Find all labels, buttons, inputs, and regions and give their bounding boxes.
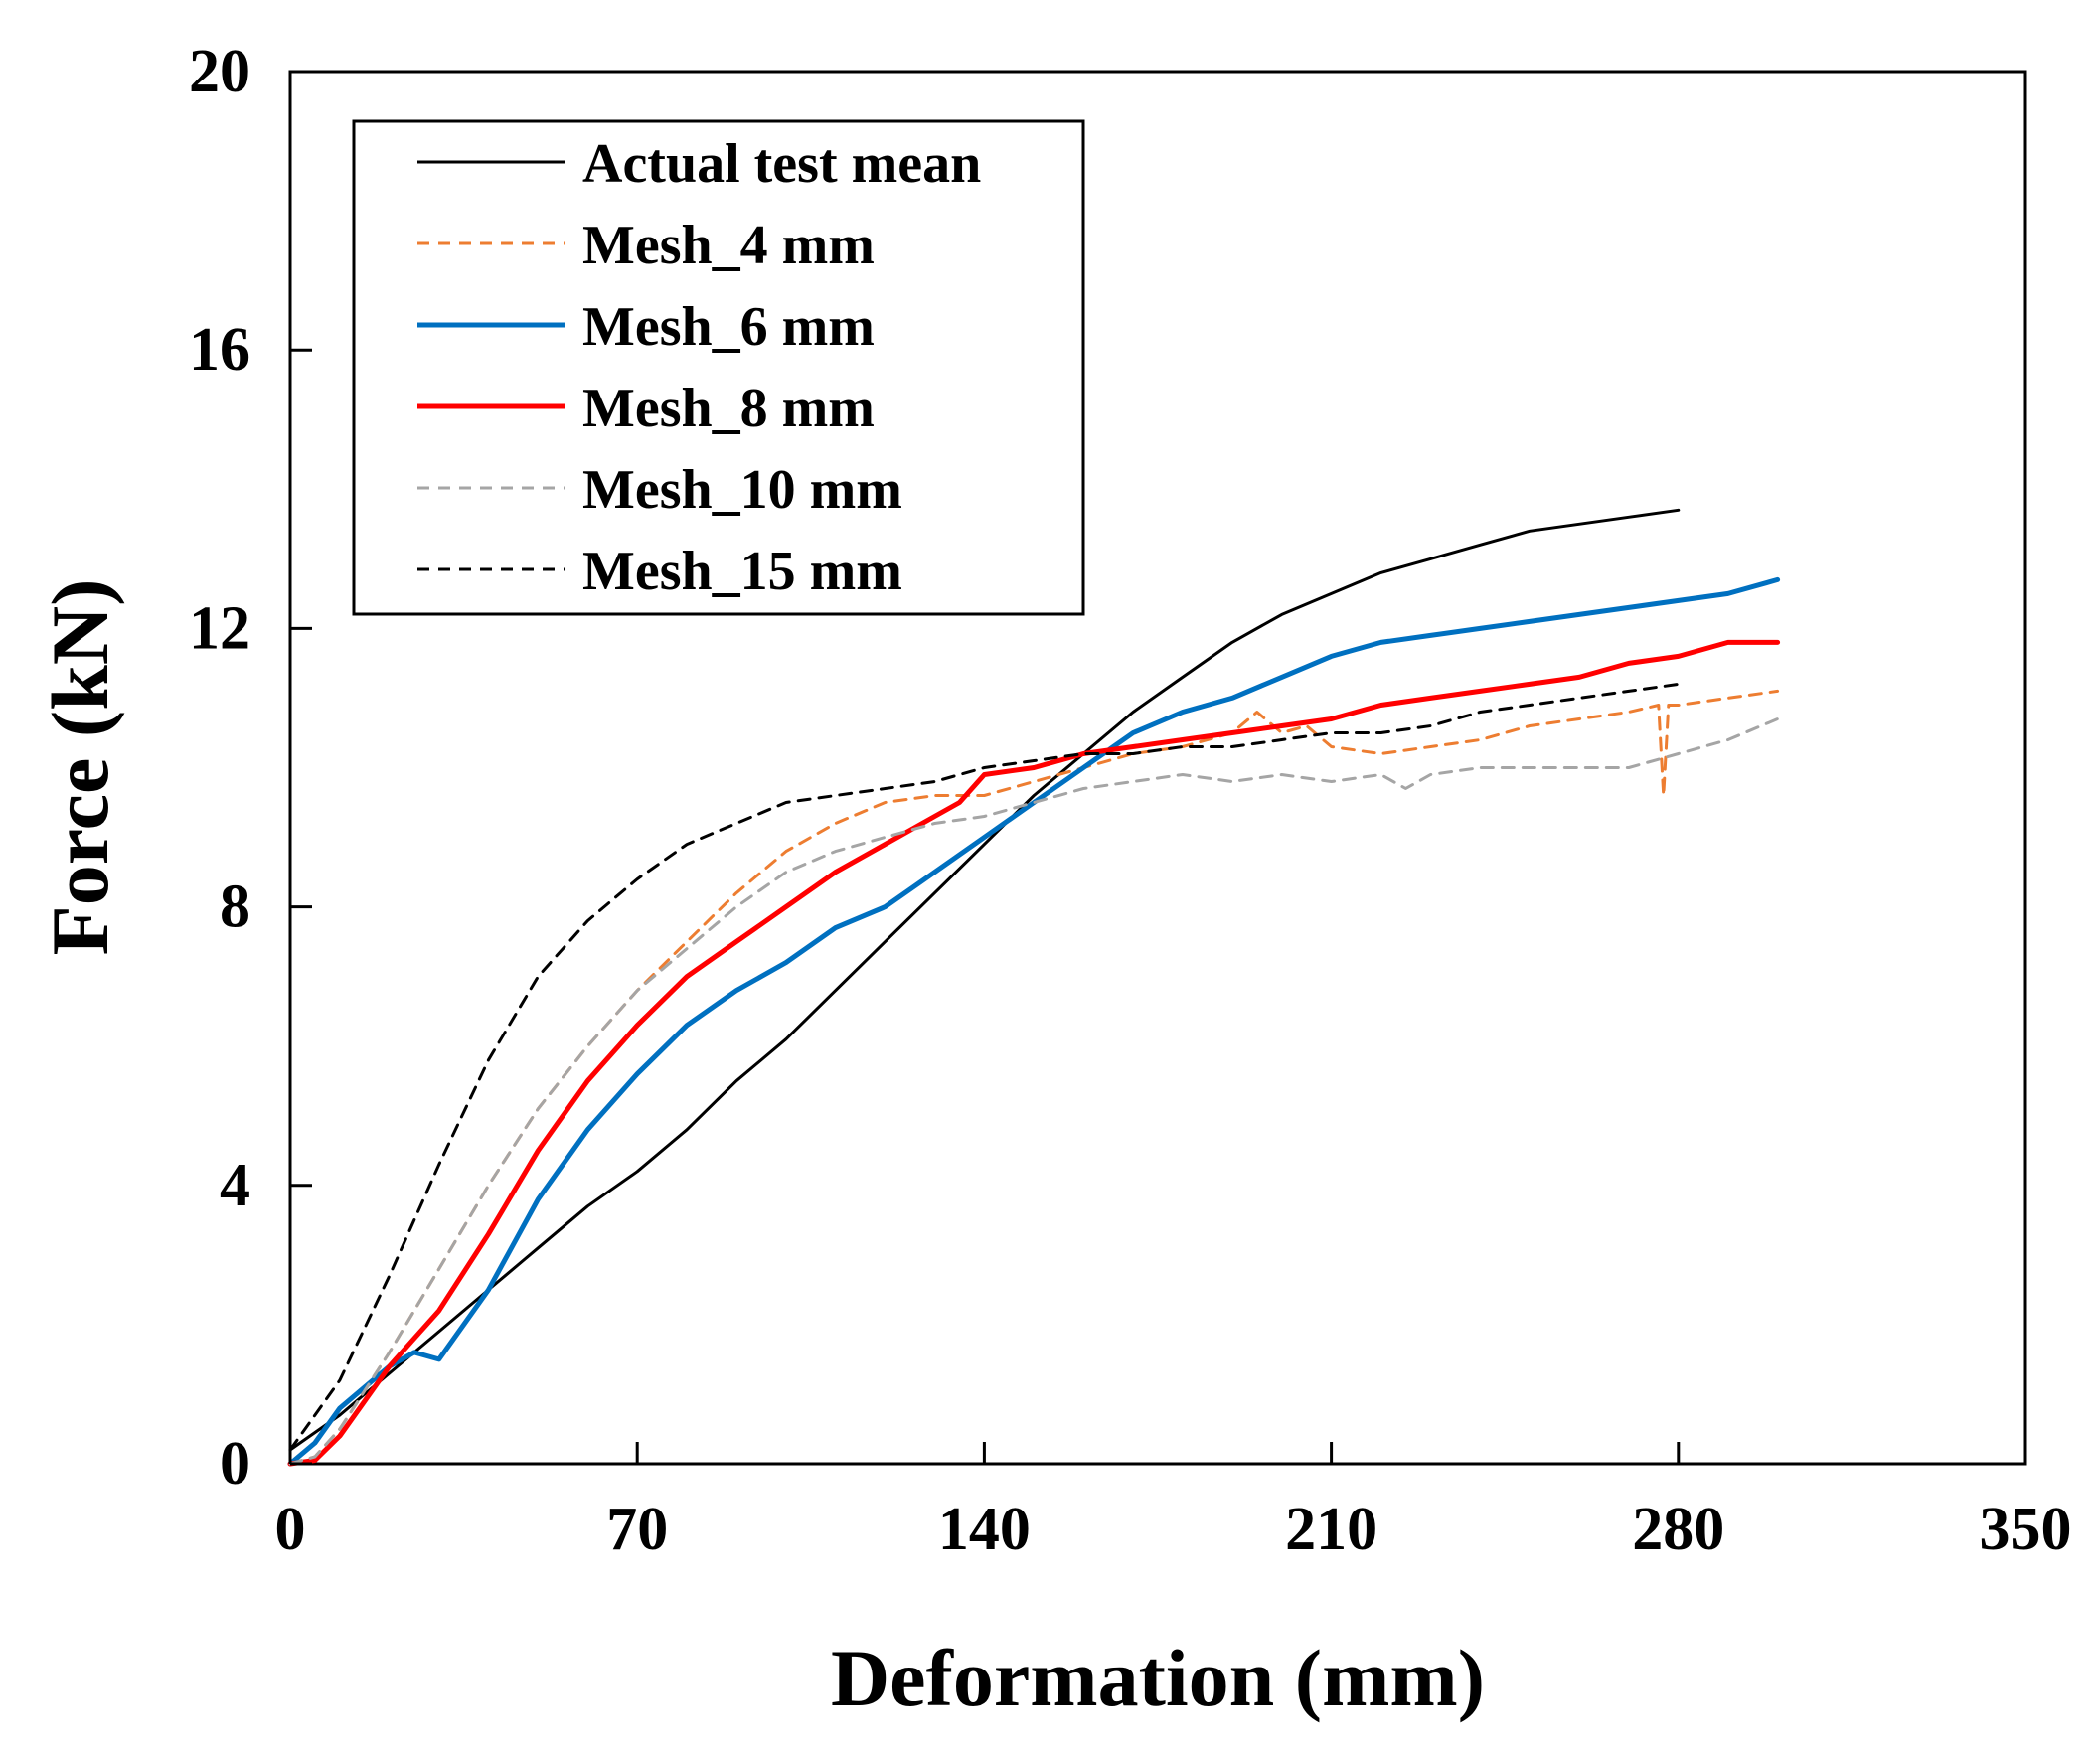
series-line-mesh-4-mm <box>288 689 1780 1466</box>
legend-label-mesh-6-mm: Mesh_6 mm <box>582 296 875 358</box>
series-line-mesh-15-mm <box>288 682 1681 1452</box>
legend-box <box>352 119 1085 616</box>
legend-label-mesh-4-mm: Mesh_4 mm <box>582 215 875 276</box>
x-tick-label: 210 <box>1285 1496 1377 1563</box>
series-line-mesh-6-mm <box>287 576 1781 1467</box>
y-tick-label: 8 <box>220 874 250 941</box>
legend-label-mesh-8-mm: Mesh_8 mm <box>582 378 875 439</box>
series-layer <box>287 508 1781 1467</box>
y-axis-title: Force (kN) <box>35 579 125 956</box>
legend: Actual test mean Mesh_4 mm Mesh_6 mm Mesh_8… <box>352 119 1085 616</box>
series-line-actual-test-mean <box>288 508 1681 1452</box>
x-tick-label: 350 <box>1980 1496 2072 1563</box>
legend-label-mesh-10-mm: Mesh_10 mm <box>582 459 902 521</box>
x-axis-title: Deformation (mm) <box>831 1633 1485 1723</box>
series-line-mesh-10-mm <box>288 717 1780 1466</box>
y-tick-label: 12 <box>189 594 250 662</box>
plot-area-frame <box>288 70 2027 1466</box>
y-tick-label: 4 <box>220 1152 250 1219</box>
x-tick-label: 0 <box>275 1496 306 1563</box>
y-tick-label: 20 <box>189 38 250 105</box>
legend-label-mesh-15-mm: Mesh_15 mm <box>582 541 902 602</box>
y-axis-ticks: 0 4 8 12 16 20 <box>189 38 312 1498</box>
legend-label-actual-test-mean: Actual test mean <box>582 133 981 195</box>
x-axis-ticks: 0 70 140 210 280 350 <box>275 1442 2072 1563</box>
series-line-mesh-8-mm <box>287 639 1781 1467</box>
x-tick-label: 140 <box>938 1496 1031 1563</box>
y-tick-label: 16 <box>189 316 250 384</box>
y-tick-label: 0 <box>220 1430 250 1498</box>
x-tick-label: 70 <box>606 1496 668 1563</box>
x-tick-label: 280 <box>1632 1496 1724 1563</box>
